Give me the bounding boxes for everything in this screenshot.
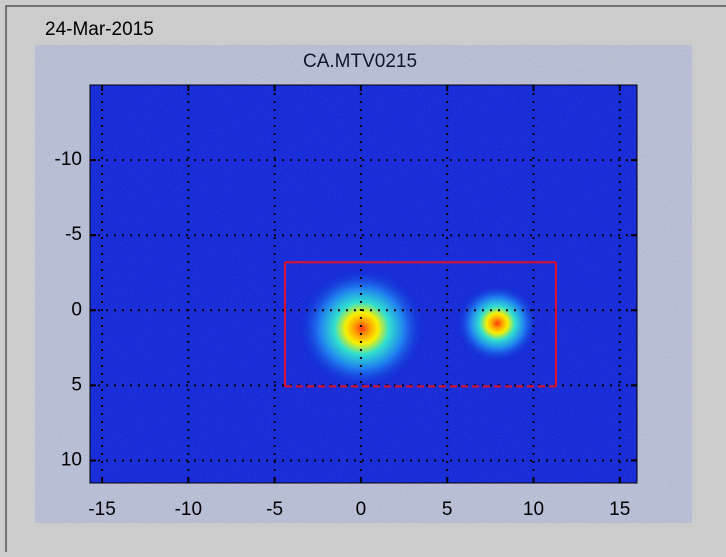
x-tick-label: -10	[175, 499, 202, 520]
x-tick-label: -15	[88, 499, 115, 520]
y-tick-label: 10	[61, 449, 82, 470]
beam-spot	[455, 283, 540, 364]
date-label: 24-Mar-2015	[45, 19, 154, 40]
y-tick-label: -5	[65, 224, 82, 245]
plot-frame	[89, 84, 638, 484]
x-tick-label: 15	[609, 499, 630, 520]
x-tick-label: 10	[523, 499, 544, 520]
x-tick-label: -5	[266, 499, 283, 520]
y-tick-label: -10	[55, 149, 82, 170]
chart-title: CA.MTV0215	[303, 51, 417, 72]
x-tick-label: 5	[442, 499, 453, 520]
y-tick-label: 5	[71, 374, 82, 395]
y-tick-label: 0	[71, 299, 82, 320]
x-tick-label: 0	[356, 499, 367, 520]
beam-spot	[296, 266, 427, 391]
